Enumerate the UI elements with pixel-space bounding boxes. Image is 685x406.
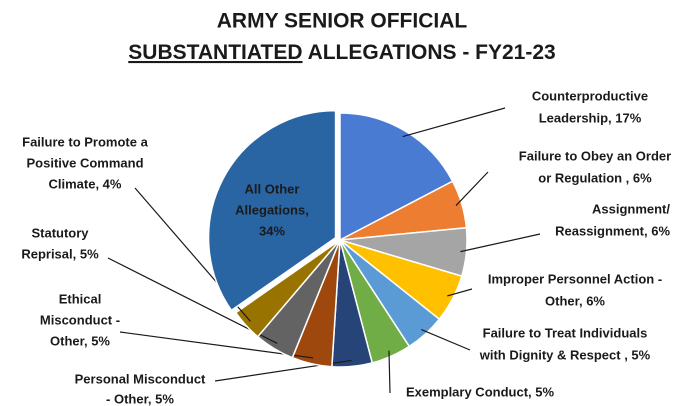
slice-label: Misconduct -: [40, 312, 120, 327]
slice-label: with Dignity & Respect , 5%: [479, 347, 651, 362]
slice-label: Statutory: [31, 225, 89, 240]
slice-label: Reassignment, 6%: [555, 223, 670, 238]
leader-line: [460, 233, 541, 253]
slice-label: Counterproductive: [532, 88, 648, 103]
chart-title: SUBSTANTIATED ALLEGATIONS - FY21-23: [128, 41, 555, 64]
pie-slice: [234, 239, 341, 338]
title-emphasis: SUBSTANTIATED: [128, 41, 302, 64]
slice-label: Climate, 4%: [49, 176, 122, 191]
slice-label: Reprisal, 5%: [21, 246, 99, 261]
leader-line: [421, 329, 471, 351]
leader-line: [388, 350, 391, 394]
slice-label: Failure to Obey an Order: [519, 148, 671, 163]
leader-line: [447, 288, 473, 297]
pie-slice: [339, 112, 454, 242]
slice-label: - Other, 5%: [106, 391, 174, 406]
slice-label: Personal Misconduct: [75, 371, 206, 386]
slice-label: Exemplary Conduct, 5%: [406, 384, 555, 399]
slice-label: Failure to Treat Individuals: [483, 325, 648, 340]
slice-label: Leadership, 17%: [539, 110, 642, 125]
slice-label: Improper Personnel Action -: [488, 271, 662, 286]
leader-line: [119, 331, 314, 359]
leader-line: [402, 107, 506, 138]
slice-label: Positive Command: [26, 155, 143, 170]
slice-label: All Other: [245, 181, 300, 196]
slice-label: Other, 6%: [545, 293, 605, 308]
slice-label: Allegations,: [235, 202, 309, 217]
title-rest: ALLEGATIONS - FY21-23: [308, 41, 556, 64]
slice-label: Failure to Promote a: [22, 134, 148, 149]
slice-label: Other, 5%: [50, 333, 110, 348]
slice-label: or Regulation , 6%: [538, 170, 652, 185]
chart-title: ARMY SENIOR OFFICIAL: [217, 10, 468, 33]
slice-label: Ethical: [59, 291, 102, 306]
slice-label: Assignment/: [592, 201, 670, 216]
leader-line: [455, 171, 489, 206]
slice-label: 34%: [259, 223, 285, 238]
pie-slice: [207, 109, 337, 312]
